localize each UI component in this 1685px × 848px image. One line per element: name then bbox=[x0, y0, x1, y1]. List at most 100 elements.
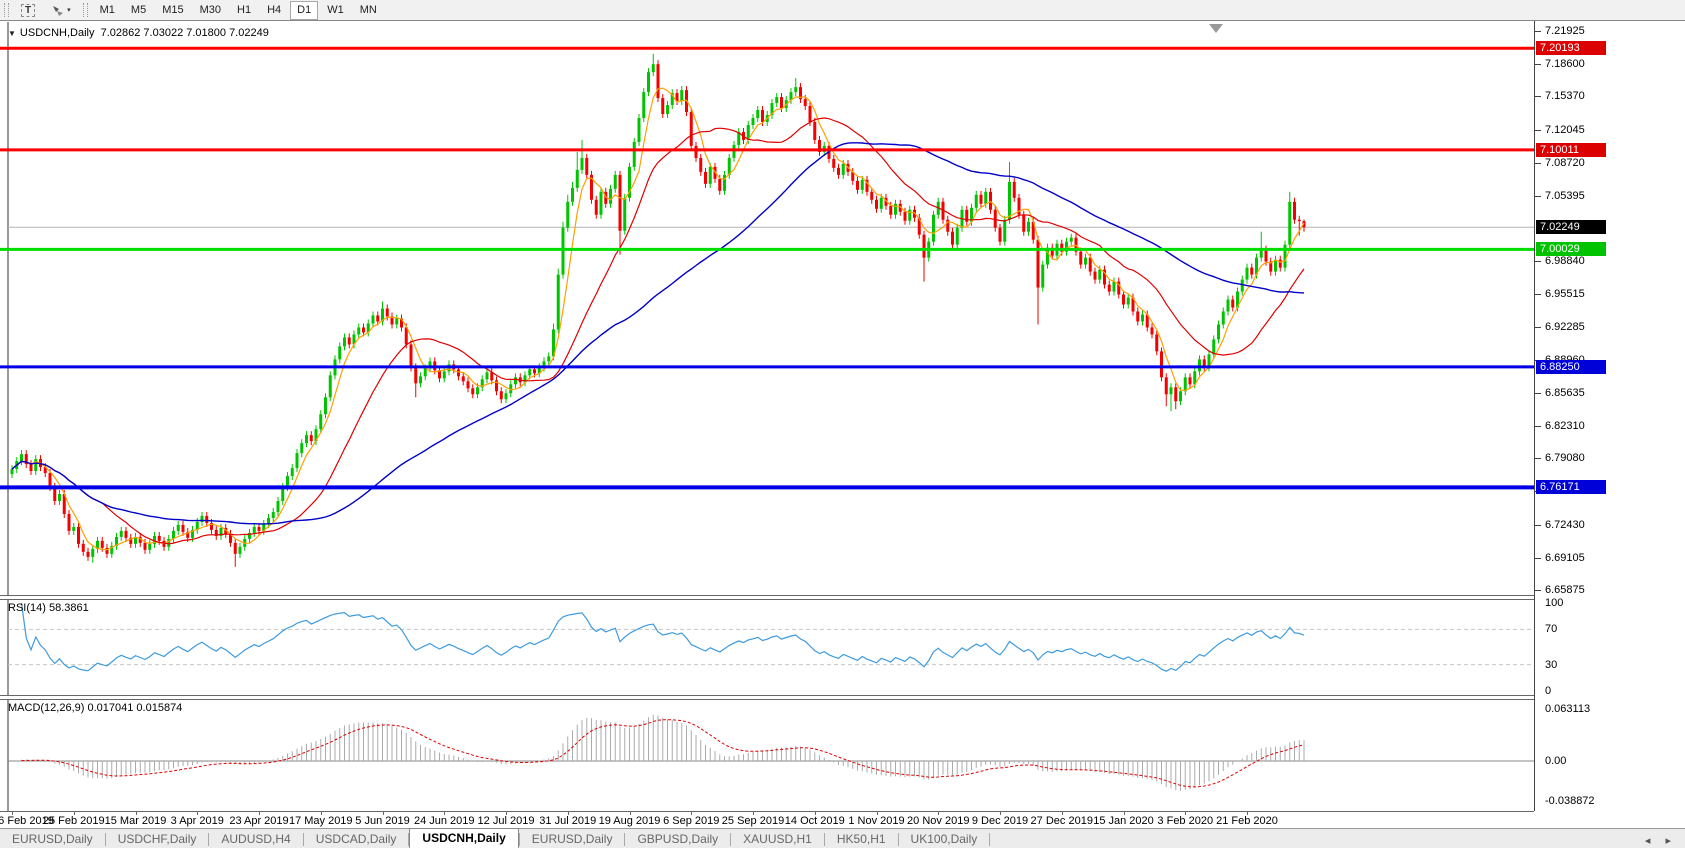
price-level-badge: 6.88250 bbox=[1536, 359, 1606, 374]
styler-button[interactable]: ▾ bbox=[44, 1, 78, 20]
axis-tick-mark bbox=[1535, 524, 1541, 526]
axis-tick-mark bbox=[1535, 64, 1541, 66]
chart-tab-eurusd-daily[interactable]: EURUSD,Daily bbox=[12, 832, 93, 846]
axis-tick-mark bbox=[1535, 326, 1541, 328]
tab-separator bbox=[408, 833, 410, 846]
axis-tick-mark bbox=[1535, 195, 1541, 197]
price-tick-label: 6.98840 bbox=[1545, 255, 1585, 268]
price-tick-label: 7.12045 bbox=[1545, 123, 1585, 136]
toolbar-grip[interactable] bbox=[4, 3, 9, 17]
date-tick-mark bbox=[876, 812, 878, 815]
price-tick-label: 6.69105 bbox=[1545, 551, 1585, 564]
chart-tab-gbpusd-daily[interactable]: GBPUSD,Daily bbox=[637, 832, 719, 846]
axis-tick-mark bbox=[1535, 458, 1541, 460]
tab-separator bbox=[518, 833, 520, 846]
pane-separator-2[interactable] bbox=[0, 695, 1534, 700]
chart-tab-audusd-h4[interactable]: AUDUSD,H4 bbox=[221, 832, 291, 846]
price-tick-label: 7.18600 bbox=[1545, 58, 1585, 71]
date-label: 14 Oct 2019 bbox=[784, 815, 845, 827]
macd-axis-label: 0.00 bbox=[1545, 755, 1567, 767]
axis-tick-mark bbox=[1535, 294, 1541, 296]
timeframe-button-d1[interactable]: D1 bbox=[290, 0, 319, 20]
date-tick-mark bbox=[506, 812, 507, 815]
date-label: 3 Feb 2020 bbox=[1157, 815, 1214, 827]
chart-tab-uk100-daily[interactable]: UK100,Daily bbox=[910, 832, 978, 846]
date-tick-mark bbox=[259, 812, 260, 815]
timeframe-button-m1[interactable]: M1 bbox=[99, 4, 115, 16]
date-tick-mark bbox=[12, 812, 13, 815]
rsi-axis-label: 100 bbox=[1545, 597, 1564, 609]
rsi-axis-label: 70 bbox=[1545, 623, 1558, 636]
date-tick-mark bbox=[814, 812, 816, 815]
chart-tab-bar: EURUSD,Daily USDCHF,Daily AUDUSD,H4 USDCAD,… bbox=[0, 828, 1685, 848]
collapse-arrow-icon[interactable]: ▼ bbox=[8, 29, 16, 38]
chart-title: ▼ USDCNH,Daily 7.02862 7.03022 7.01800 7.… bbox=[8, 27, 269, 39]
tab-separator bbox=[823, 833, 825, 846]
rsi-pane[interactable]: RSI(14) 58.3861 bbox=[0, 599, 1534, 699]
date-label: 25 Sep 2019 bbox=[721, 815, 785, 827]
macd-label: MACD(12,26,9) 0.017041 0.015874 bbox=[8, 702, 183, 714]
macd-axis-label: -0.038872 bbox=[1545, 795, 1595, 807]
rsi-canvas[interactable] bbox=[0, 599, 1534, 699]
axis-tick-mark bbox=[1535, 31, 1541, 32]
chart-tab-usdcad-daily[interactable]: USDCAD,Daily bbox=[315, 832, 397, 846]
ma-60-line bbox=[11, 142, 1305, 525]
date-label: 9 Dec 2019 bbox=[971, 815, 1029, 827]
date-tick-mark bbox=[629, 812, 631, 815]
price-level-badge: 7.00029 bbox=[1536, 242, 1606, 257]
macd-pane[interactable]: MACD(12,26,9) 0.017041 0.015874 bbox=[0, 699, 1534, 811]
text-label-tool-button[interactable]: T bbox=[14, 1, 42, 20]
chart-tab-eurusd-daily[interactable]: EURUSD,Daily bbox=[531, 832, 613, 846]
date-tick-mark bbox=[444, 812, 446, 815]
date-tick-mark bbox=[73, 812, 75, 815]
date-tick-mark bbox=[135, 812, 137, 815]
date-label: 23 Apr 2019 bbox=[229, 815, 289, 827]
date-label: 6 Feb 2019 bbox=[0, 815, 54, 827]
chart-tab-xauusd-h1[interactable]: XAUUSD,H1 bbox=[743, 832, 812, 846]
axis-tick-mark bbox=[1535, 426, 1541, 428]
toolbar-grip-2[interactable] bbox=[82, 3, 88, 17]
chart-tab-usdchf-daily[interactable]: USDCHF,Daily bbox=[117, 832, 197, 846]
price-chart-canvas[interactable] bbox=[0, 22, 1534, 599]
date-axis[interactable]: 6 Feb 2019 25 Feb 2019 15 Mar 2019 3 Apr 20… bbox=[0, 811, 1534, 830]
main-chart-pane[interactable]: ▼ USDCNH,Daily 7.02862 7.03022 7.01800 7.… bbox=[0, 22, 1534, 599]
timeframe-button-m5[interactable]: M5 bbox=[130, 4, 147, 16]
rsi-axis-label: 0 bbox=[1545, 685, 1552, 697]
price-tick-label: 7.08720 bbox=[1545, 156, 1585, 169]
price-axis[interactable]: 7.21925 7.18600 7.15370 7.12045 7.08720 7.053… bbox=[1534, 21, 1685, 811]
timeframe-button-w1[interactable]: W1 bbox=[327, 4, 344, 16]
rsi-value: 58.3861 bbox=[48, 602, 89, 614]
tab-separator bbox=[730, 833, 732, 846]
pane-separator[interactable] bbox=[0, 595, 1534, 600]
timeframe-button-m15[interactable]: M15 bbox=[162, 4, 184, 16]
macd-histogram bbox=[21, 714, 1305, 791]
timeframe-button-mn[interactable]: MN bbox=[359, 4, 377, 16]
text-tool-icon: T bbox=[21, 3, 36, 17]
macd-canvas[interactable] bbox=[0, 699, 1534, 811]
price-tick-label: 6.65875 bbox=[1545, 584, 1585, 596]
date-tick-mark bbox=[691, 812, 693, 815]
date-label: 17 May 2019 bbox=[288, 815, 353, 827]
macd-signal-line bbox=[21, 719, 1305, 788]
date-label: 27 Dec 2019 bbox=[1030, 815, 1093, 827]
axis-tick-mark bbox=[1535, 129, 1541, 131]
price-tick-label: 6.72430 bbox=[1545, 518, 1585, 531]
date-label: 24 Jun 2019 bbox=[413, 815, 475, 827]
tab-separator bbox=[208, 833, 210, 846]
macd-axis-label: 0.063113 bbox=[1545, 703, 1591, 715]
date-label: 6 Sep 2019 bbox=[663, 815, 720, 827]
price-tick-label: 6.85635 bbox=[1545, 386, 1585, 399]
tab-separator bbox=[302, 833, 304, 846]
chart-tab-usdcnh-daily[interactable]: USDCNH,Daily bbox=[409, 828, 519, 848]
axis-tick-mark bbox=[1535, 162, 1541, 164]
price-tick-label: 6.79080 bbox=[1545, 452, 1585, 465]
timeframe-button-h1[interactable]: H1 bbox=[237, 4, 252, 16]
timeframe-button-h4[interactable]: H4 bbox=[267, 4, 282, 16]
timeframe-button-m30[interactable]: M30 bbox=[199, 4, 221, 16]
date-label: 21 Feb 2020 bbox=[1216, 815, 1278, 827]
rsi-line bbox=[20, 602, 1305, 672]
tab-scroll-arrows[interactable]: ◂ ▸ bbox=[1644, 835, 1677, 847]
axis-tick-mark bbox=[1535, 96, 1541, 98]
chart-tab-hk50-h1[interactable]: HK50,H1 bbox=[836, 832, 886, 846]
price-tick-label: 6.95515 bbox=[1545, 288, 1585, 301]
